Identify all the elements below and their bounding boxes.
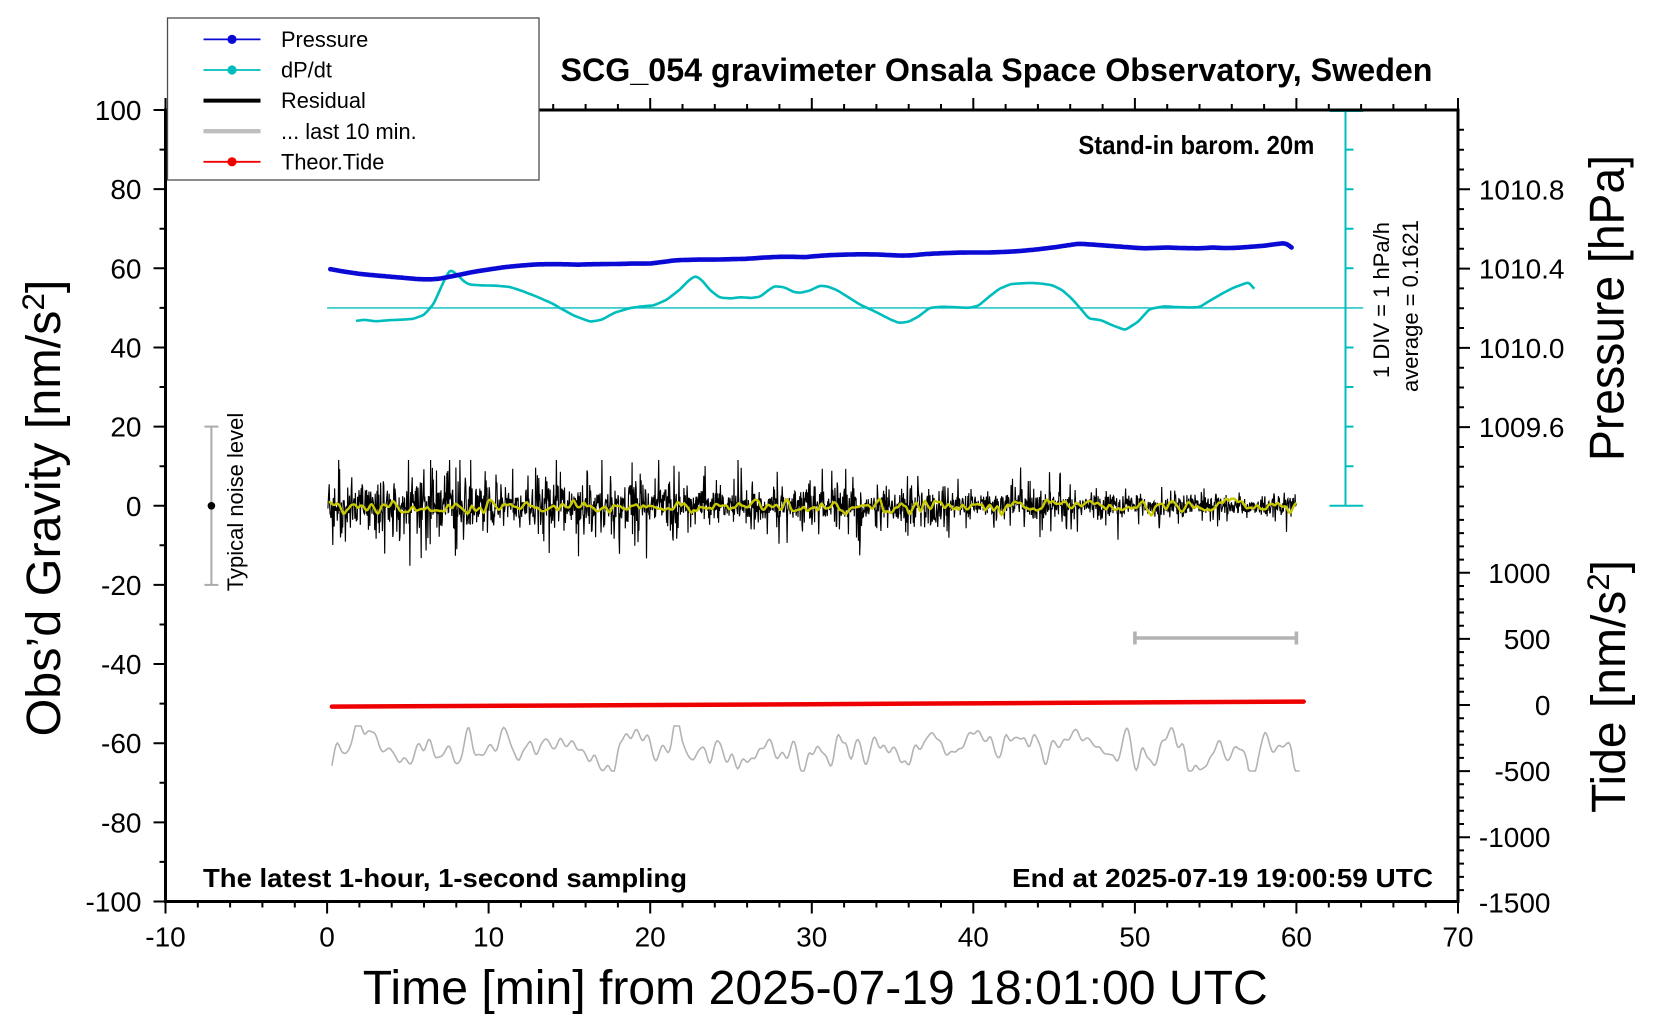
svg-text:End at 2025-07-19 19:00:59 UTC: End at 2025-07-19 19:00:59 UTC bbox=[1012, 863, 1433, 893]
svg-text:1009.6: 1009.6 bbox=[1479, 412, 1565, 443]
svg-text:Stand-in barom. 20m: Stand-in barom. 20m bbox=[1078, 130, 1314, 160]
svg-text:1000: 1000 bbox=[1488, 558, 1550, 589]
svg-text:1010.4: 1010.4 bbox=[1479, 254, 1565, 285]
svg-text:0: 0 bbox=[319, 922, 335, 953]
svg-text:Pressure [hPa]: Pressure [hPa] bbox=[1581, 155, 1635, 461]
svg-text:Tide [nm/s2]: Tide [nm/s2] bbox=[1581, 560, 1636, 813]
svg-text:Time [min] from 2025-07-19 18:: Time [min] from 2025-07-19 18:01:00 UTC bbox=[363, 962, 1268, 1015]
svg-text:-1500: -1500 bbox=[1479, 888, 1551, 919]
svg-text:Typical noise level: Typical noise level bbox=[223, 413, 248, 592]
svg-text:50: 50 bbox=[1119, 922, 1150, 953]
svg-text:-100: -100 bbox=[85, 887, 141, 918]
svg-text:-80: -80 bbox=[101, 807, 141, 838]
svg-text:1010.8: 1010.8 bbox=[1479, 174, 1565, 205]
svg-text:average = 0.1621: average = 0.1621 bbox=[1398, 220, 1423, 392]
svg-text:30: 30 bbox=[796, 922, 827, 953]
svg-text:Residual: Residual bbox=[281, 88, 366, 113]
svg-text:dP/dt: dP/dt bbox=[281, 58, 332, 83]
svg-text:70: 70 bbox=[1442, 922, 1473, 953]
svg-text:20: 20 bbox=[110, 412, 141, 443]
svg-text:10: 10 bbox=[473, 922, 504, 953]
svg-text:-500: -500 bbox=[1494, 756, 1550, 787]
svg-text:Pressure: Pressure bbox=[281, 27, 368, 52]
svg-text:100: 100 bbox=[95, 95, 142, 126]
svg-text:-60: -60 bbox=[101, 728, 141, 759]
svg-text:Obs’d Gravity [nm/s2]: Obs’d Gravity [nm/s2] bbox=[15, 280, 71, 737]
svg-text:60: 60 bbox=[110, 253, 141, 284]
svg-text:1010.0: 1010.0 bbox=[1479, 333, 1565, 364]
svg-text:0: 0 bbox=[126, 491, 142, 522]
svg-text:0: 0 bbox=[1535, 690, 1551, 721]
svg-text:1 DIV = 1 hPa/h: 1 DIV = 1 hPa/h bbox=[1369, 222, 1394, 378]
svg-text:60: 60 bbox=[1281, 922, 1312, 953]
svg-text:The latest 1-hour, 1-second sa: The latest 1-hour, 1-second sampling bbox=[203, 863, 687, 893]
svg-text:500: 500 bbox=[1504, 624, 1551, 655]
svg-text:-20: -20 bbox=[101, 570, 141, 601]
svg-text:... last 10 min.: ... last 10 min. bbox=[281, 119, 417, 144]
svg-text:-40: -40 bbox=[101, 649, 141, 680]
svg-text:-10: -10 bbox=[145, 922, 185, 953]
svg-text:20: 20 bbox=[635, 922, 666, 953]
svg-text:SCG_054 gravimeter Onsala Spac: SCG_054 gravimeter Onsala Space Observat… bbox=[561, 52, 1433, 88]
svg-text:80: 80 bbox=[110, 174, 141, 205]
svg-text:40: 40 bbox=[110, 332, 141, 363]
svg-text:-1000: -1000 bbox=[1479, 822, 1551, 853]
svg-text:40: 40 bbox=[958, 922, 989, 953]
svg-text:Theor.Tide: Theor.Tide bbox=[281, 149, 384, 174]
